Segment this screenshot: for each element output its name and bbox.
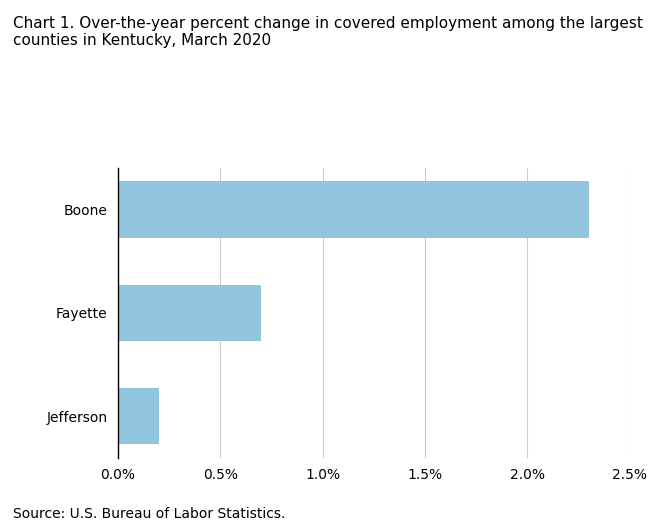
Bar [118, 181, 589, 238]
Text: Chart 1. Over-the-year percent change in covered employment among the largest
co: Chart 1. Over-the-year percent change in… [13, 16, 643, 48]
Text: Source: U.S. Bureau of Labor Statistics.: Source: U.S. Bureau of Labor Statistics. [13, 507, 285, 521]
Bar [118, 285, 261, 341]
Bar [118, 388, 159, 444]
